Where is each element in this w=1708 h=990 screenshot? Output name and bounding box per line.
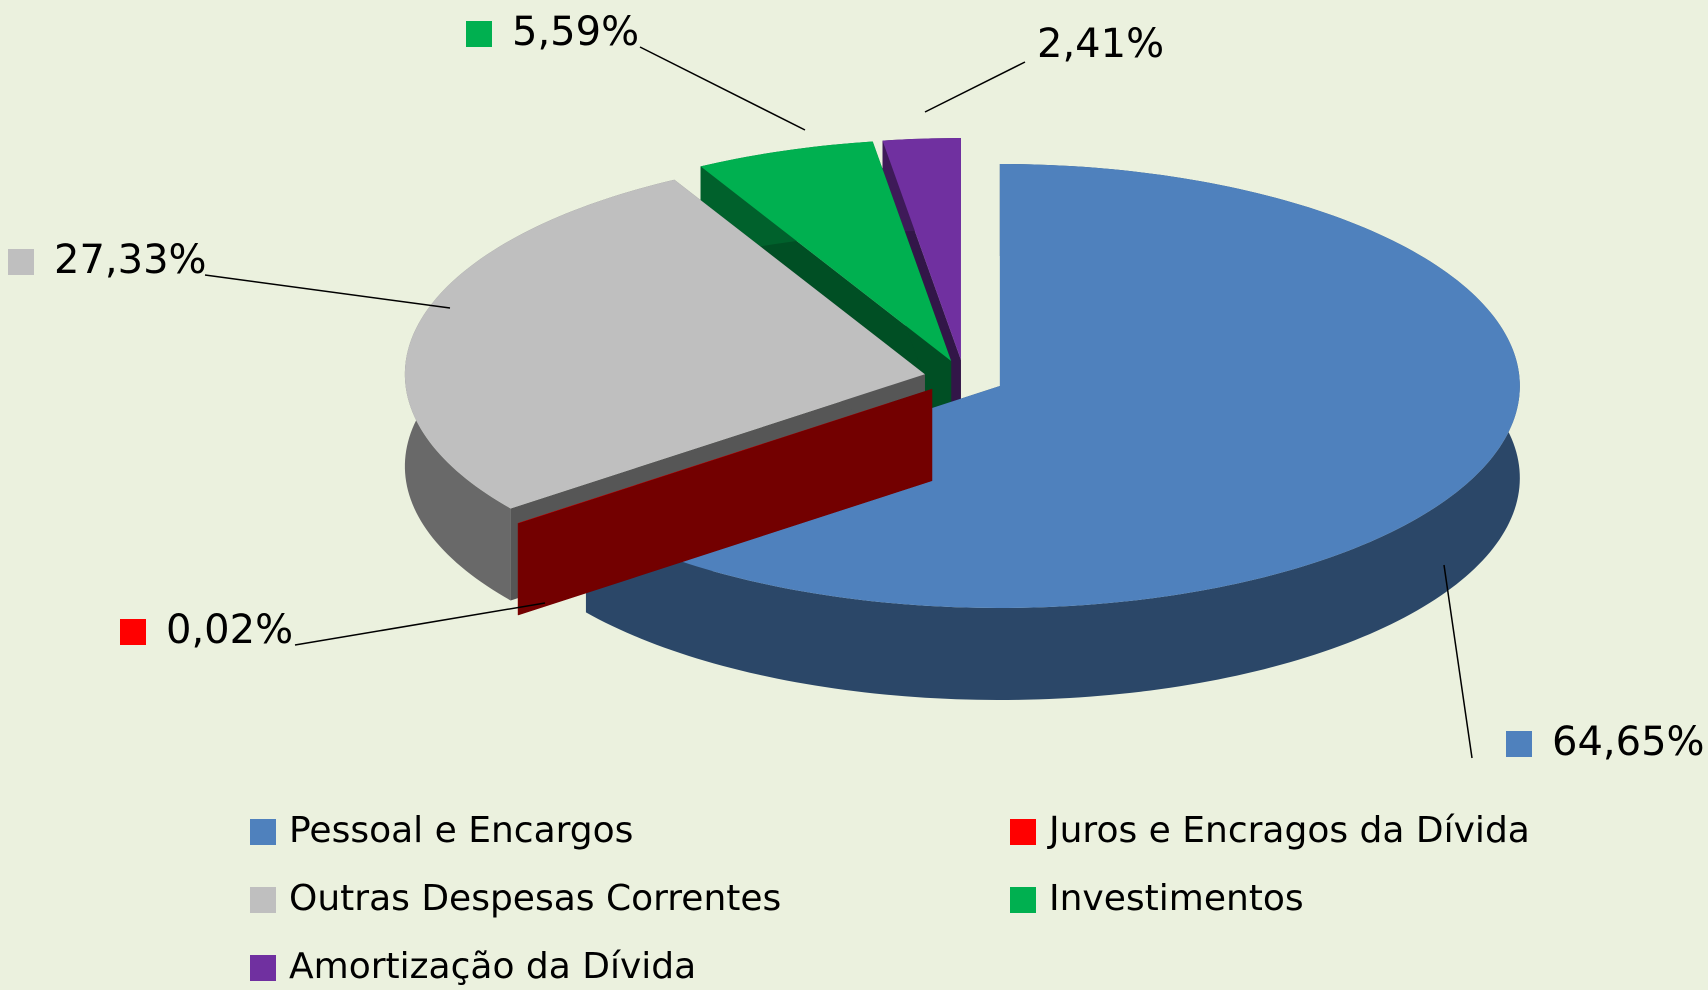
label-key <box>1506 731 1532 757</box>
slice <box>517 388 933 616</box>
legend-label: Amortização da Dívida <box>289 946 696 987</box>
label-key <box>466 21 492 47</box>
legend-label: Investimentos <box>1049 878 1304 919</box>
leader-line <box>204 274 451 309</box>
legend-label: Outras Despesas Correntes <box>289 878 781 919</box>
leader-line <box>294 602 546 646</box>
legend-key <box>250 887 276 913</box>
slice-top <box>404 179 925 509</box>
legend-key <box>1010 819 1036 845</box>
leader-line <box>639 46 806 131</box>
label-key <box>8 249 34 275</box>
data-label: 0,02% <box>166 607 293 653</box>
leader-line <box>1443 564 1473 759</box>
legend-key <box>250 819 276 845</box>
leader-line <box>924 61 1026 113</box>
data-label: 2,41% <box>1037 21 1164 67</box>
legend-label: Pessoal e Encargos <box>289 810 633 851</box>
data-label: 27,33% <box>54 237 207 283</box>
slice-top <box>882 138 961 361</box>
data-label: 5,59% <box>512 9 639 55</box>
slice-top <box>700 141 952 361</box>
slice-top <box>517 388 933 524</box>
data-label: 64,65% <box>1552 719 1705 765</box>
slice-side <box>585 163 1520 700</box>
legend-label: Juros e Encragos da Dívida <box>1047 810 1530 851</box>
legend-key <box>1010 887 1036 913</box>
label-key <box>120 619 146 645</box>
slice-wall <box>517 388 933 616</box>
legend-key <box>250 955 276 981</box>
